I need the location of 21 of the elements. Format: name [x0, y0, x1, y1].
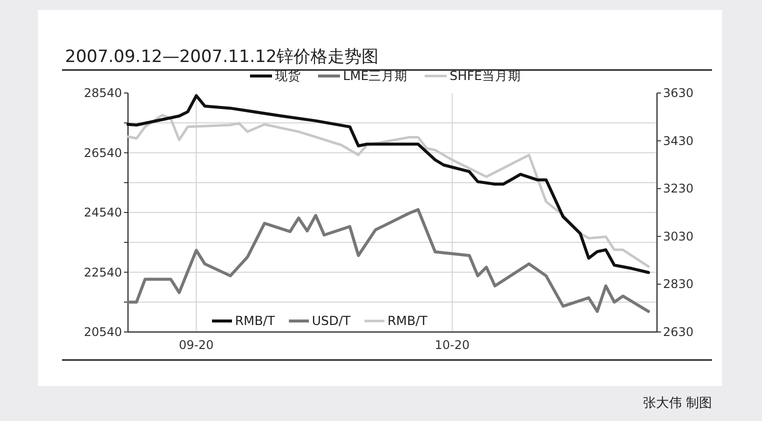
legend-label: 现货	[275, 68, 301, 83]
annotation: RMB/T	[387, 313, 428, 328]
text: 张大伟 制图	[642, 396, 712, 411]
y2-tick-label: 2630	[663, 325, 694, 339]
y-tick-label: 28540	[84, 86, 122, 100]
legend-label: SHFE当月期	[450, 68, 522, 83]
y2-tick-label: 3630	[663, 86, 694, 100]
chart-title: 2007.09.12—2007.11.12锌价格走势图	[65, 47, 379, 67]
legend-label: LME三月期	[343, 68, 408, 83]
annotation: USD/T	[312, 313, 351, 328]
y2-tick-label: 3430	[663, 134, 694, 148]
y-tick-label: 22540	[84, 265, 122, 280]
x-tick-label: 10-20	[434, 338, 470, 352]
y-tick-label: 20540	[84, 325, 122, 339]
x-tick-label: 09-20	[178, 338, 214, 352]
y2-tick-label: 3230	[663, 182, 694, 196]
y-tick-label: 24540	[84, 206, 122, 220]
y2-tick-label: 2830	[663, 277, 694, 292]
annotation: RMB/T	[235, 313, 276, 328]
y-tick-label: 26540	[84, 146, 122, 160]
y2-tick-label: 3030	[663, 229, 694, 244]
